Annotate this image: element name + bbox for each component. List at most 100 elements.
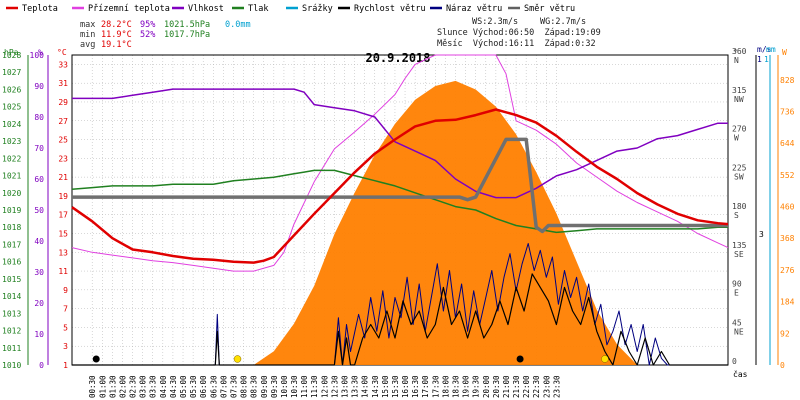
stats-min-press: 1017.7hPa: [164, 30, 210, 40]
info-wg: WG:2.7m/s: [540, 17, 586, 27]
axis-time-tick: 09:00: [260, 375, 269, 398]
axis-w-tick: 0: [780, 361, 785, 370]
axis-dir-label: E: [734, 289, 739, 298]
axis-temp-tick: 25: [58, 136, 68, 145]
axis-w-tick: 276: [780, 266, 795, 275]
axis-dir-tick: 270: [732, 125, 747, 134]
axis-temp-tick: 1: [63, 361, 68, 370]
stats-max-temp: 28.2°C: [101, 20, 132, 30]
stats-max-press: 1021.5hPa: [164, 20, 210, 30]
stats-block: max 28.2°C 95% 1021.5hPa 0.0mm min 11.9°…: [80, 20, 251, 50]
axis-pct-tick: 40: [34, 237, 44, 246]
axis-time-tick: 06:00: [199, 375, 208, 398]
axis-dir-label: W: [734, 134, 739, 143]
axis-hpa-tick: 1018: [2, 223, 21, 232]
axis-time-tick: 13:30: [351, 375, 360, 398]
axis-hpa-tick: 1013: [2, 309, 21, 318]
axis-pct-unit: %: [38, 48, 43, 57]
axis-dir-label: SE: [734, 250, 744, 259]
axis-pct-tick: 90: [34, 82, 44, 91]
axis-time-tick: 17:30: [431, 375, 440, 398]
axis-w-tick: 460: [780, 203, 795, 212]
axis-temp-tick: 9: [63, 286, 68, 295]
axis-dir-label: NW: [734, 95, 744, 104]
axis-pct-tick: 10: [34, 330, 44, 339]
series-lines: [71, 54, 729, 366]
series-temperature: [71, 108, 729, 264]
axis-dir-tick: 180: [732, 202, 747, 211]
axis-hpa-tick: 1021: [2, 172, 21, 181]
series-pressure: [71, 169, 728, 234]
axis-time-tick: 14:00: [361, 375, 370, 398]
axis-time-tick: 10:00: [280, 375, 289, 398]
axis-time-tick: 11:30: [310, 375, 319, 398]
moon-set-marker: [92, 355, 100, 363]
axis-dir-tick: 90: [732, 280, 742, 289]
axis-hpa-tick: 1014: [2, 292, 21, 301]
axis-dir-tick: 0: [732, 357, 737, 366]
legend-label: Náraz větru: [446, 4, 502, 14]
axis-ms-tick: 3: [759, 230, 764, 239]
axis-time-tick: 15:00: [381, 375, 390, 398]
axis-time-tick: 16:30: [411, 375, 420, 398]
info-sun: Slunce Východ:06:50 Západ:19:09: [437, 28, 601, 38]
axis-ms-tick: 1: [757, 55, 762, 64]
axis-time-tick: 07:30: [229, 375, 238, 398]
axis-hpa-unit: hPa: [4, 48, 19, 57]
axis-time-tick: 18:30: [452, 375, 461, 398]
legend: Teplota Přízemní teplota Vlhkost Tlak Srážky…: [6, 4, 575, 14]
sunrise-marker: [233, 355, 242, 363]
axis-time-tick: 19:30: [472, 375, 481, 398]
axis-time-tick: 11:00: [300, 375, 309, 398]
axis-pct-tick: 30: [34, 268, 44, 277]
axis-temp-tick: 31: [58, 79, 68, 88]
series-ground-temp: [71, 54, 729, 272]
axis-time-tick: 14:30: [371, 375, 380, 398]
axis-hpa-tick: 1010: [2, 361, 21, 370]
info-ws: WS:2.3m/s: [472, 17, 518, 27]
axis-temp-tick: 23: [58, 154, 68, 163]
legend-label: Teplota: [22, 4, 58, 14]
series-wind-direction: [72, 137, 728, 234]
axis-time-tick: 21:00: [502, 375, 511, 398]
axis-pct-tick: 100: [30, 51, 45, 60]
legend-label: Přízemní teplota: [88, 4, 170, 14]
axis-hpa-tick: 1027: [2, 68, 21, 77]
axis-time-tick: 15:30: [391, 375, 400, 398]
axis-hpa-tick: 1011: [2, 344, 21, 353]
legend-label: Tlak: [248, 4, 268, 14]
axis-time-tick: 02:00: [118, 375, 127, 398]
stats-max-hum: 95%: [140, 20, 155, 30]
axis-time-label: čas: [733, 369, 748, 379]
axis-w-tick: 644: [780, 139, 795, 148]
axis-temp-tick: 5: [63, 323, 68, 332]
axis-w-tick: 184: [780, 298, 795, 307]
axis-w-unit: W: [782, 48, 787, 57]
axis-dir-label: N: [734, 56, 739, 65]
stats-avg-temp: 19.1°C: [101, 40, 132, 50]
axis-time-tick: 02:30: [129, 375, 138, 398]
axis-time-tick: 12:00: [320, 375, 329, 398]
axis-dir-tick: 225: [732, 163, 747, 172]
legend-label: Vlhkost: [188, 4, 224, 14]
axis-hpa-tick: 1022: [2, 154, 21, 163]
axis-pct-tick: 20: [34, 299, 44, 308]
sunset-marker: [601, 355, 609, 363]
axis-dir-label: SW: [734, 172, 744, 181]
axis-temp-tick: 3: [63, 342, 68, 351]
axis-time-tick: 01:00: [98, 375, 107, 398]
axis-temp-tick: 19: [58, 192, 68, 201]
axis-time-tick: 05:00: [179, 375, 188, 398]
chart-title: 20.9.2018: [365, 51, 430, 65]
axis-time-tick: 10:30: [290, 375, 299, 398]
axis-pct-tick: 70: [34, 144, 44, 153]
legend-label: Rychlost větru: [354, 4, 426, 14]
axis-ms-unit: m/s: [757, 45, 772, 54]
axis-hpa-tick: 1017: [2, 240, 21, 249]
axis-w-tick: 828: [780, 76, 795, 85]
axis-time-tick: 07:00: [219, 375, 228, 398]
stats-min-hum: 52%: [140, 30, 155, 40]
axis-time-tick: 09:30: [270, 375, 279, 398]
axis-time-tick: 23:30: [552, 375, 561, 398]
axis-w-tick: 368: [780, 234, 795, 243]
